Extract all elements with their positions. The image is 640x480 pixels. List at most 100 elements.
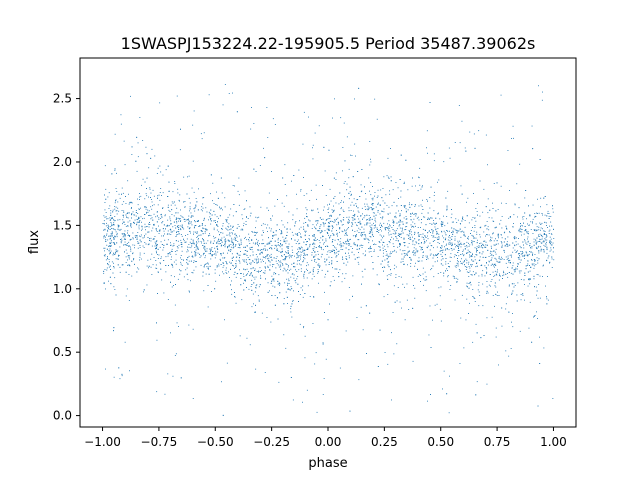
data-point — [314, 226, 315, 228]
data-point — [464, 260, 465, 261]
data-point — [109, 245, 110, 247]
data-point — [273, 232, 275, 233]
data-point — [326, 228, 328, 230]
data-point — [362, 276, 364, 278]
data-point — [422, 228, 424, 230]
data-point — [486, 234, 487, 235]
data-point — [266, 227, 267, 229]
data-point — [381, 224, 382, 226]
data-point — [196, 261, 197, 262]
data-point — [446, 268, 448, 270]
data-point — [278, 250, 280, 252]
data-point — [282, 177, 284, 179]
data-point — [254, 235, 256, 236]
data-point — [302, 401, 303, 403]
data-point — [476, 231, 478, 233]
data-point — [162, 221, 164, 222]
data-point — [450, 257, 452, 258]
data-point — [178, 233, 180, 235]
data-point — [255, 216, 257, 218]
data-point — [532, 233, 534, 234]
data-point — [378, 202, 379, 204]
data-point — [105, 259, 107, 261]
data-point — [409, 250, 410, 252]
data-point — [196, 220, 198, 222]
data-point — [149, 222, 150, 223]
data-point — [158, 230, 160, 232]
data-point — [495, 336, 497, 338]
data-point — [261, 251, 263, 253]
data-point — [251, 239, 253, 241]
data-point — [115, 200, 116, 202]
data-point — [206, 229, 208, 231]
data-point — [110, 219, 112, 221]
data-point — [114, 133, 116, 135]
data-point — [398, 210, 399, 212]
data-point — [443, 215, 444, 217]
data-point — [432, 319, 433, 321]
data-point — [245, 246, 246, 248]
data-point — [285, 270, 287, 272]
data-point — [180, 242, 182, 243]
data-point — [460, 246, 462, 248]
data-point — [231, 240, 233, 242]
data-point — [482, 247, 484, 249]
data-point — [472, 227, 473, 228]
data-point — [299, 248, 301, 250]
data-point — [150, 192, 152, 194]
data-point — [153, 213, 155, 215]
data-point — [269, 255, 271, 257]
data-point — [550, 221, 552, 223]
data-point — [426, 259, 427, 260]
data-point — [170, 231, 172, 233]
data-point — [194, 226, 195, 228]
data-point — [540, 229, 541, 231]
data-point — [192, 256, 194, 258]
data-point — [362, 329, 364, 331]
data-point — [469, 244, 471, 246]
data-point — [385, 194, 387, 196]
data-point — [423, 242, 425, 244]
data-point — [336, 261, 338, 262]
data-point — [402, 232, 404, 234]
data-point — [467, 252, 469, 253]
data-point — [255, 285, 257, 287]
data-point — [286, 231, 288, 233]
data-point — [253, 262, 255, 263]
data-point — [116, 213, 118, 215]
data-point — [123, 244, 125, 246]
data-point — [158, 218, 160, 220]
data-point — [156, 173, 158, 174]
data-point — [399, 219, 401, 221]
data-point — [442, 224, 443, 225]
data-point — [321, 231, 322, 233]
data-point — [358, 218, 360, 220]
data-point — [431, 245, 433, 247]
data-point — [245, 221, 247, 222]
data-point — [366, 238, 368, 240]
data-point — [324, 261, 326, 263]
data-point — [400, 234, 402, 236]
data-point — [175, 236, 177, 237]
data-point — [545, 243, 547, 245]
data-point — [345, 264, 347, 266]
data-point — [104, 254, 106, 256]
data-point — [462, 263, 463, 265]
data-point — [174, 355, 176, 356]
data-point — [239, 235, 240, 237]
data-point — [216, 224, 218, 226]
data-point — [427, 245, 429, 247]
data-point — [194, 255, 196, 257]
data-point — [408, 250, 410, 252]
data-point — [440, 248, 442, 249]
data-point — [486, 234, 488, 236]
data-point — [544, 239, 546, 241]
data-point — [537, 213, 538, 214]
data-point — [137, 267, 138, 269]
data-point — [507, 257, 509, 259]
data-point — [167, 253, 169, 255]
data-point — [441, 221, 443, 223]
data-point — [170, 204, 172, 206]
data-point — [239, 245, 240, 246]
data-point — [125, 249, 127, 251]
